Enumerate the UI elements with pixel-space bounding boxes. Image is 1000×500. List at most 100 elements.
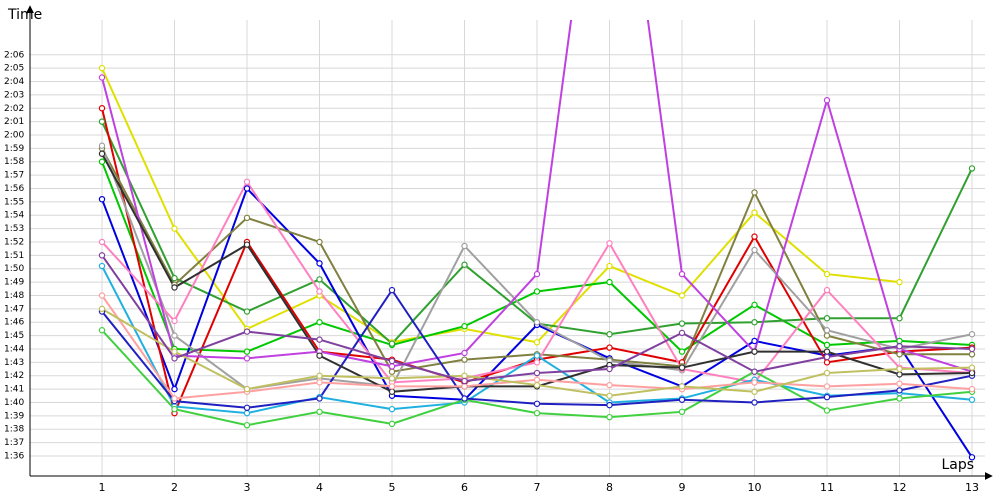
point bbox=[751, 301, 758, 309]
point bbox=[243, 241, 251, 248]
point bbox=[461, 383, 468, 390]
point bbox=[823, 270, 831, 278]
point bbox=[751, 368, 758, 375]
point bbox=[316, 336, 323, 343]
point bbox=[533, 359, 541, 366]
point bbox=[98, 238, 106, 246]
point bbox=[461, 377, 468, 385]
point bbox=[98, 150, 106, 157]
x-tick-label: 4 bbox=[316, 481, 323, 494]
point bbox=[98, 305, 106, 313]
point bbox=[243, 348, 251, 355]
y-tick-label: 1:40 bbox=[4, 398, 24, 408]
point bbox=[98, 64, 106, 72]
y-tick-label: 1:45 bbox=[4, 331, 24, 341]
point bbox=[968, 165, 976, 172]
point bbox=[751, 379, 758, 386]
point bbox=[533, 352, 541, 359]
x-tick-label: 12 bbox=[893, 481, 907, 494]
x-tick-label: 10 bbox=[748, 481, 762, 494]
point bbox=[533, 409, 541, 417]
y-tick-label: 2:05 bbox=[4, 64, 24, 74]
point bbox=[171, 284, 178, 291]
point bbox=[606, 401, 613, 409]
point bbox=[461, 395, 468, 402]
point bbox=[896, 278, 903, 286]
point bbox=[461, 323, 468, 330]
y-tick-label: 1:53 bbox=[4, 224, 24, 234]
point bbox=[968, 369, 976, 377]
point bbox=[171, 274, 178, 282]
point bbox=[98, 105, 106, 112]
point bbox=[533, 288, 541, 295]
x-tick-label: 2 bbox=[171, 481, 178, 494]
point bbox=[606, 365, 613, 373]
point bbox=[606, 392, 613, 399]
point bbox=[98, 195, 106, 203]
point bbox=[316, 238, 323, 246]
y-tick-label: 1:44 bbox=[4, 344, 24, 354]
point bbox=[533, 270, 541, 278]
point bbox=[316, 372, 323, 379]
x-tick-label: 13 bbox=[965, 481, 979, 494]
y-tick-label: 2:02 bbox=[4, 104, 24, 114]
point bbox=[678, 329, 686, 337]
point bbox=[243, 308, 251, 315]
point bbox=[243, 328, 251, 335]
y-tick-label: 1:52 bbox=[4, 237, 24, 247]
point bbox=[823, 353, 831, 361]
point bbox=[968, 345, 976, 353]
point bbox=[606, 413, 613, 421]
y-tick-label: 1:57 bbox=[4, 171, 24, 181]
point bbox=[388, 368, 396, 375]
point bbox=[678, 408, 686, 416]
point bbox=[751, 319, 758, 326]
point bbox=[896, 395, 903, 402]
point bbox=[533, 319, 541, 326]
point bbox=[751, 399, 758, 406]
point bbox=[461, 349, 468, 357]
point bbox=[243, 355, 251, 362]
point bbox=[823, 327, 831, 334]
y-tick-label: 1:41 bbox=[4, 385, 24, 395]
series-line bbox=[101, 67, 900, 344]
point bbox=[606, 344, 613, 351]
y-tick-label: 1:54 bbox=[4, 211, 24, 221]
point bbox=[171, 385, 178, 393]
point bbox=[606, 381, 613, 389]
point bbox=[316, 352, 323, 359]
point bbox=[896, 371, 903, 378]
point bbox=[968, 454, 976, 461]
point bbox=[243, 404, 251, 412]
point bbox=[316, 276, 323, 283]
point bbox=[533, 400, 541, 407]
point bbox=[388, 357, 396, 365]
y-tick-label: 2:06 bbox=[4, 50, 24, 60]
y-tick-label: 1:49 bbox=[4, 278, 24, 288]
point bbox=[968, 364, 976, 371]
point bbox=[533, 339, 541, 346]
point bbox=[316, 408, 323, 416]
y-tick-label: 1:51 bbox=[4, 251, 24, 261]
point bbox=[823, 369, 831, 377]
point bbox=[388, 420, 396, 428]
y-tick-label: 2:01 bbox=[4, 117, 24, 127]
point bbox=[678, 270, 686, 278]
point bbox=[461, 261, 468, 268]
y-tick-label: 1:48 bbox=[4, 291, 24, 301]
point bbox=[461, 242, 468, 250]
point bbox=[98, 252, 106, 259]
point bbox=[823, 286, 831, 294]
point bbox=[316, 288, 323, 295]
y-tick-label: 1:38 bbox=[4, 425, 24, 435]
point bbox=[751, 209, 758, 216]
point bbox=[968, 396, 976, 403]
point bbox=[388, 286, 396, 294]
plot-area bbox=[98, 20, 976, 461]
point bbox=[751, 348, 758, 355]
point bbox=[171, 355, 178, 362]
point bbox=[823, 315, 831, 322]
point bbox=[751, 233, 758, 240]
point bbox=[316, 379, 323, 386]
y-tick-label: 2:04 bbox=[4, 77, 24, 87]
